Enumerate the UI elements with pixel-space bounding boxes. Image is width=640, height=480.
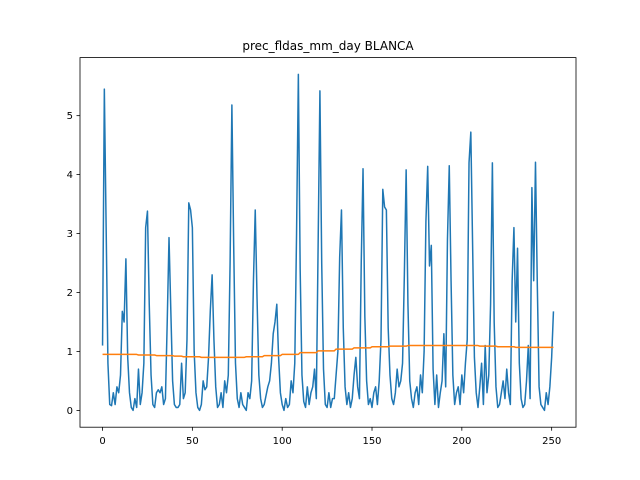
x-tick-label: 200 bbox=[452, 436, 471, 447]
x-tick-label: 50 bbox=[186, 436, 199, 447]
y-tick-label: 3 bbox=[67, 229, 73, 240]
y-tick-label: 2 bbox=[67, 288, 73, 299]
x-tick-label: 250 bbox=[542, 436, 561, 447]
y-tick-label: 1 bbox=[67, 347, 73, 358]
x-tick-label: 100 bbox=[273, 436, 292, 447]
chart-title: prec_fldas_mm_day BLANCA bbox=[242, 39, 414, 53]
y-tick-label: 4 bbox=[67, 170, 73, 181]
y-tick-label: 0 bbox=[67, 406, 73, 417]
y-tick-label: 5 bbox=[67, 111, 73, 122]
plot-frame bbox=[79, 57, 577, 428]
x-tick-label: 0 bbox=[99, 436, 105, 447]
data-line bbox=[102, 344, 554, 359]
data-line bbox=[101, 73, 555, 412]
x-tick-label: 150 bbox=[362, 436, 381, 447]
